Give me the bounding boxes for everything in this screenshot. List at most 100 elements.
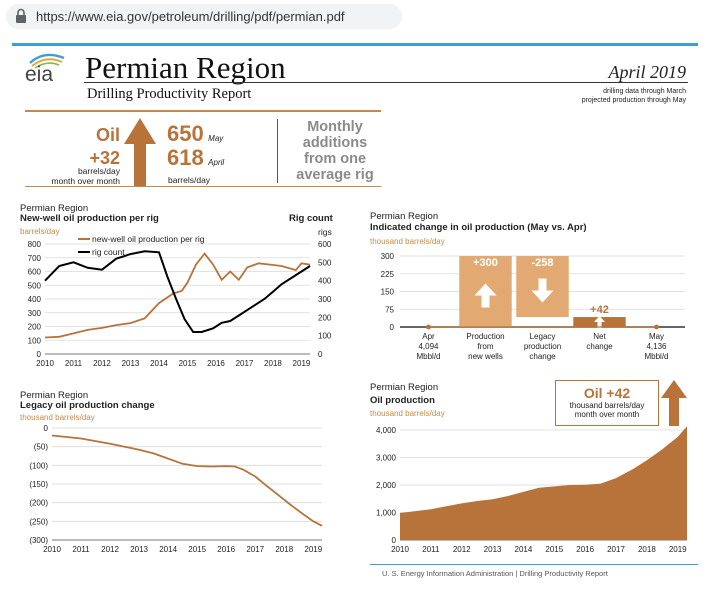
x-tick-label: 2011 <box>65 359 83 368</box>
x-category-label: Apr <box>422 332 435 341</box>
y-tick-label: 100 <box>28 336 42 345</box>
y-tick-label: 2,000 <box>376 481 397 490</box>
oil-callout: Oil +42 thousand barrels/day month over … <box>555 380 659 426</box>
up-arrow-icon <box>124 118 156 186</box>
y2-tick-label: 100 <box>318 332 332 341</box>
y-tick-label: 225 <box>381 270 395 279</box>
rig-unit: barrels/day <box>168 175 211 185</box>
y-tick-label: 700 <box>28 254 42 263</box>
y-tick-label: 0 <box>37 350 42 359</box>
x-tick-label: 2010 <box>43 545 61 554</box>
chart4-title: Oil production <box>370 395 435 406</box>
y-tick-label: 150 <box>381 288 395 297</box>
chart1-y2label: rigs <box>318 227 332 237</box>
apr-label: April <box>208 158 225 167</box>
y-tick-label: 600 <box>28 268 42 277</box>
y-tick-label: (150) <box>29 480 48 489</box>
x-category-label: production <box>524 342 561 351</box>
x-tick-label: 2019 <box>293 359 311 368</box>
x-tick-label: 2018 <box>264 359 282 368</box>
lock-icon <box>16 8 26 23</box>
note-line-2: projected production through May <box>581 97 686 104</box>
x-category-label: Mbbl/d <box>416 352 440 361</box>
y-tick-label: 1,000 <box>376 509 397 518</box>
y-tick-label: 0 <box>390 323 395 332</box>
y2-tick-label: 300 <box>318 295 332 304</box>
x-tick-label: 2013 <box>484 545 502 554</box>
y2-tick-label: 0 <box>318 350 323 359</box>
x-category-label: May <box>649 332 664 341</box>
x-category-label: Net <box>593 332 606 341</box>
x-tick-label: 2012 <box>453 545 471 554</box>
x-tick-label: 2018 <box>638 545 656 554</box>
x-tick-label: 2011 <box>422 545 440 554</box>
chart1-title: New-well oil production per rig <box>20 213 159 224</box>
footer-text: U. S. Energy Information Administration … <box>382 569 608 578</box>
y-tick-label: 300 <box>28 309 42 318</box>
y-tick-label: 800 <box>28 240 42 249</box>
monthly-line-3: from one <box>303 151 367 167</box>
y-tick-label: 0 <box>44 424 49 433</box>
chart2-title: Indicated change in oil production (May … <box>370 222 587 233</box>
series-area <box>400 426 687 540</box>
url-text[interactable]: https://www.eia.gov/petroleum/drilling/p… <box>36 9 345 24</box>
oil-change: +32 <box>89 148 120 168</box>
x-tick-label: 2010 <box>391 545 409 554</box>
chart3-title: Legacy oil production change <box>20 400 155 411</box>
x-tick-label: 2019 <box>304 545 322 554</box>
x-tick-label: 2013 <box>122 359 140 368</box>
down-arrow-icon <box>531 278 554 303</box>
x-tick-label: 2011 <box>72 545 90 554</box>
chart-oil-production: 0 1,000 2,000 3,000 4,000 2010 2011 2012 2013 201… <box>376 426 687 554</box>
y-tick-label: (200) <box>29 499 48 508</box>
chart1-ylabel: barrels/day <box>20 227 60 236</box>
may-label: May <box>208 134 224 143</box>
x-category-label: 4,094 <box>418 342 439 351</box>
chart2-region: Permian Region <box>370 211 439 222</box>
bar-data-label: +300 <box>473 257 498 269</box>
chart4-region: Permian Region <box>370 382 439 393</box>
may-rig-value: 650 May <box>167 121 223 147</box>
footer-rule <box>370 564 698 565</box>
x-tick-label: 2015 <box>545 545 563 554</box>
x-category-label: Legacy <box>530 332 556 341</box>
x-tick-label: 2014 <box>515 545 533 554</box>
x-tick-label: 2015 <box>188 545 206 554</box>
y-tick-label: 4,000 <box>376 426 397 435</box>
y-tick-label: 500 <box>28 281 42 290</box>
legend-label-rigs: rig count <box>92 247 125 257</box>
x-tick-label: 2019 <box>669 545 687 554</box>
oil-summary: Oil +32 <box>60 124 120 170</box>
chart3-ylabel: thousand barrels/day <box>20 413 95 422</box>
address-bar[interactable] <box>6 4 402 29</box>
x-category-label: Mbbl/d <box>644 352 668 361</box>
oil-label: Oil <box>95 125 120 145</box>
callout-up-arrow-icon <box>661 380 687 426</box>
y2-tick-label: 400 <box>318 277 332 286</box>
up-arrow-icon <box>594 316 605 328</box>
chart2-ylabel: thousand barrels/day <box>370 237 445 246</box>
monthly-line-2: additions <box>302 135 368 151</box>
y-tick-label: 400 <box>28 295 42 304</box>
x-tick-label: 2015 <box>179 359 197 368</box>
x-tick-label: 2012 <box>101 545 119 554</box>
up-arrow-icon <box>474 283 497 308</box>
bar-data-label: -258 <box>531 257 553 269</box>
y-tick-label: (50) <box>34 443 49 452</box>
y-tick-label: 75 <box>385 305 394 314</box>
x-tick-label: 2017 <box>236 359 254 368</box>
oil-unit-line-2: month over month <box>51 176 120 186</box>
x-tick-label: 2010 <box>36 359 54 368</box>
series-line <box>44 252 311 339</box>
apr-value: 618 <box>167 145 204 170</box>
series-line <box>51 434 323 527</box>
chart4-ylabel: thousand barrels/day <box>370 409 445 418</box>
x-category-label: from <box>478 342 494 351</box>
x-tick-label: 2016 <box>207 359 225 368</box>
y-tick-label: 200 <box>28 323 42 332</box>
monthly-line-1: Monthly <box>307 119 363 135</box>
chart3-region: Permian Region <box>20 390 89 401</box>
y-tick-label: 0 <box>392 536 397 545</box>
y2-tick-label: 500 <box>318 258 332 267</box>
may-value: 650 <box>167 121 204 146</box>
